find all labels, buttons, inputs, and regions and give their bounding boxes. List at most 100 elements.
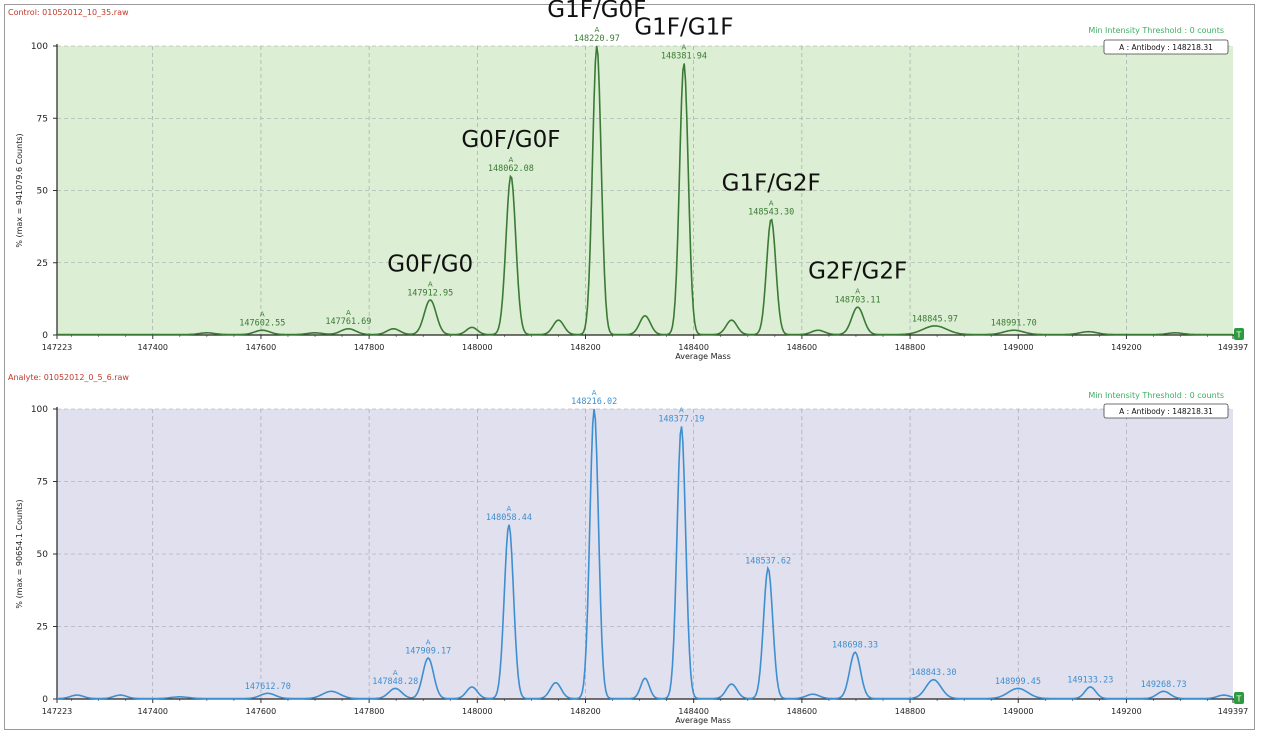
y-axis-label: % (max = 941079.6 Counts)	[15, 133, 24, 247]
peak-label: 148843.30	[910, 668, 956, 678]
corner-marker-label: T	[1236, 331, 1242, 340]
legend: A : Antibody : 148218.31	[1103, 39, 1229, 55]
file-label: Control: 01052012_10_35.raw	[8, 8, 129, 17]
peak-marker: A	[260, 311, 265, 319]
threshold-label: Min Intensity Threshold : 0 counts	[1088, 391, 1224, 400]
corner-marker[interactable]: T	[1234, 692, 1244, 704]
spectrum-panel-control: Control: 01052012_10_35.raw Min Intensity…	[8, 0, 1248, 361]
x-tick-label: 149000	[1003, 707, 1034, 716]
peak-marker: A	[428, 280, 433, 288]
x-tick-label: 147800	[354, 707, 385, 716]
x-tick-label: 148400	[678, 343, 709, 352]
legend-entry: A : Antibody : 148218.31	[1119, 43, 1213, 52]
y-tick-label: 75	[37, 114, 48, 124]
y-tick-label: 75	[37, 478, 48, 488]
peak-label: 147848.28	[372, 677, 418, 687]
peak-marker: A	[682, 43, 687, 51]
x-tick-label: 148800	[895, 343, 926, 352]
y-tick-label: 0	[42, 331, 48, 341]
x-tick-label: 148400	[678, 707, 709, 716]
peak-label: 147912.95	[407, 288, 453, 298]
x-tick-label: 147600	[246, 343, 277, 352]
x-tick-label: 148000	[462, 707, 493, 716]
x-tick-label: 149200	[1111, 707, 1142, 716]
x-tick-label: 148200	[570, 707, 601, 716]
corner-marker-label: T	[1236, 695, 1242, 704]
peak-label: 148381.94	[661, 51, 707, 61]
peak-label: 148062.08	[488, 164, 534, 174]
peak-label: 148698.33	[832, 641, 878, 651]
peak-marker: A	[346, 309, 351, 317]
corner-marker-box[interactable]	[1234, 692, 1244, 704]
spectrum-series-line	[57, 45, 1233, 336]
x-tick-label: 147400	[137, 707, 168, 716]
y-tick-label: 0	[42, 695, 48, 705]
x-axis-label: Average Mass	[675, 352, 731, 361]
x-tick-label: 148200	[570, 343, 601, 352]
y-tick-label: 25	[37, 259, 48, 269]
peak-label: 148537.62	[745, 557, 791, 567]
x-tick-label: 148000	[462, 343, 493, 352]
peak-marker: A	[769, 199, 774, 207]
peak-label: 149268.73	[1141, 680, 1187, 690]
x-tick-label: 147223	[42, 343, 73, 352]
glycoform-annotation: G2F/G2F	[808, 259, 907, 285]
legend-entry: A : Antibody : 148218.31	[1119, 407, 1213, 416]
peak-label: 148377.19	[658, 414, 704, 424]
x-tick-label: 148800	[895, 707, 926, 716]
peak-label: 148220.97	[574, 34, 620, 44]
spectrum-series-line	[56, 408, 1234, 700]
file-label: Analyte: 01052012_0_5_6.raw	[8, 373, 129, 382]
y-tick-label: 100	[31, 405, 48, 415]
peak-marker: A	[679, 406, 684, 414]
x-tick-label: 149000	[1003, 343, 1034, 352]
peak-label: 148058.44	[486, 513, 532, 523]
x-tick-label: 148600	[787, 343, 818, 352]
peak-label: 148703.11	[835, 296, 881, 306]
peak-marker: A	[426, 638, 431, 646]
x-tick-label: 149200	[1111, 343, 1142, 352]
peak-marker: A	[507, 505, 512, 513]
glycoform-annotation: G1F/G2F	[722, 170, 821, 196]
glycoform-annotation: G1F/G0F	[547, 0, 646, 23]
legend: A : Antibody : 148218.31	[1103, 403, 1229, 419]
peak-label: 148216.02	[571, 397, 617, 407]
legend-box	[1103, 403, 1229, 419]
glycoform-annotation: G0F/G0	[387, 251, 473, 277]
x-tick-label: 149397	[1218, 343, 1249, 352]
corner-marker-box[interactable]	[1234, 328, 1244, 340]
glycoform-annotation: G0F/G0F	[461, 127, 560, 153]
x-tick-label: 147800	[354, 343, 385, 352]
y-axis-label: % (max = 90654.1 Counts)	[15, 499, 24, 608]
peak-marker: A	[592, 389, 597, 397]
threshold-label: Min Intensity Threshold : 0 counts	[1088, 26, 1224, 35]
y-tick-label: 100	[31, 42, 48, 52]
y-tick-label: 50	[37, 550, 49, 560]
x-axis-label: Average Mass	[675, 716, 731, 725]
peak-marker: A	[393, 669, 398, 677]
peak-label: 147602.55	[239, 319, 285, 329]
peak-marker: A	[855, 288, 860, 296]
peak-label: 147612.70	[245, 682, 291, 692]
peak-label: 148999.45	[995, 677, 1041, 687]
peak-label: 147761.69	[325, 317, 371, 327]
peak-label: 149133.23	[1067, 675, 1113, 685]
peak-marker: A	[594, 26, 599, 34]
peak-label: 148991.70	[991, 319, 1037, 329]
glycoform-annotation: G1F/G1F	[634, 14, 733, 40]
peak-label: 147909.17	[405, 646, 451, 656]
peak-label: 148543.30	[748, 207, 794, 217]
y-tick-label: 50	[37, 187, 49, 197]
peak-label: 148845.97	[912, 314, 958, 324]
x-tick-label: 149397	[1218, 707, 1249, 716]
x-tick-label: 148600	[787, 707, 818, 716]
y-tick-label: 25	[37, 623, 48, 633]
spectrum-panel-analyte: Analyte: 01052012_0_5_6.raw Min Intensity…	[8, 373, 1248, 725]
corner-marker[interactable]: T	[1234, 328, 1244, 340]
legend-box	[1103, 39, 1229, 55]
x-tick-label: 147600	[246, 707, 277, 716]
peak-marker: A	[508, 156, 513, 164]
x-tick-label: 147400	[137, 343, 168, 352]
x-tick-label: 147223	[42, 707, 73, 716]
